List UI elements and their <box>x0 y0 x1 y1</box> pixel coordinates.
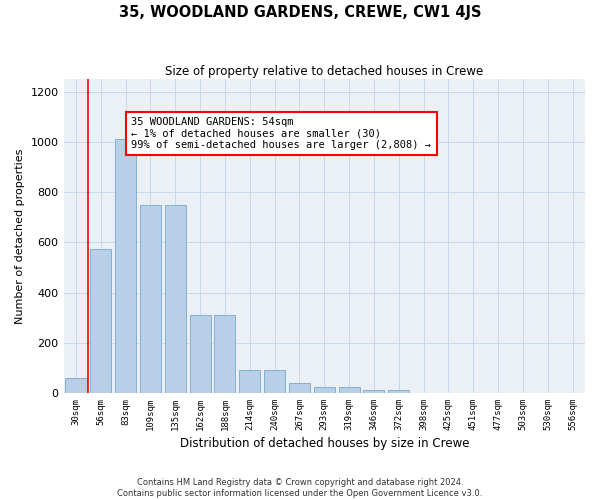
Bar <box>115 140 136 393</box>
Title: Size of property relative to detached houses in Crewe: Size of property relative to detached ho… <box>165 65 484 78</box>
Bar <box>90 248 112 393</box>
Bar <box>214 315 235 393</box>
Bar <box>264 370 285 393</box>
Bar <box>65 378 86 393</box>
Bar <box>314 386 335 393</box>
Bar <box>190 315 211 393</box>
Text: Contains HM Land Registry data © Crown copyright and database right 2024.
Contai: Contains HM Land Registry data © Crown c… <box>118 478 482 498</box>
Bar <box>165 204 186 393</box>
Bar <box>338 386 359 393</box>
Bar <box>388 390 409 393</box>
Text: 35, WOODLAND GARDENS, CREWE, CW1 4JS: 35, WOODLAND GARDENS, CREWE, CW1 4JS <box>119 5 481 20</box>
Y-axis label: Number of detached properties: Number of detached properties <box>15 148 25 324</box>
Bar <box>140 204 161 393</box>
Bar <box>289 384 310 393</box>
Bar <box>364 390 385 393</box>
Text: 35 WOODLAND GARDENS: 54sqm
← 1% of detached houses are smaller (30)
99% of semi-: 35 WOODLAND GARDENS: 54sqm ← 1% of detac… <box>131 117 431 150</box>
Bar <box>239 370 260 393</box>
X-axis label: Distribution of detached houses by size in Crewe: Distribution of detached houses by size … <box>179 437 469 450</box>
